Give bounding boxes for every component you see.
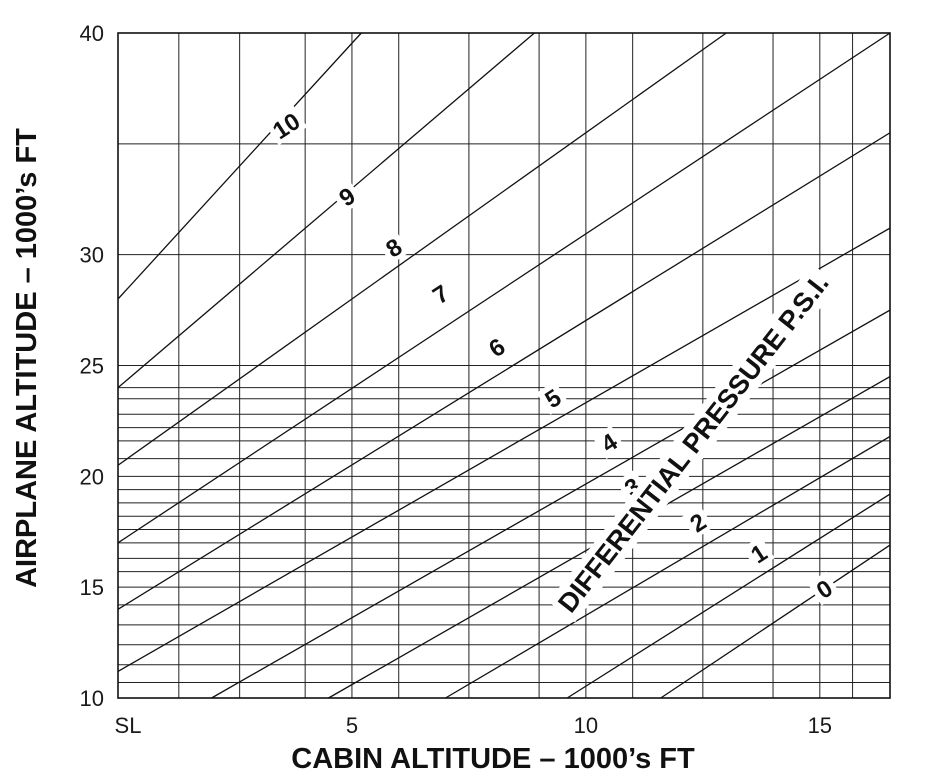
curve-label-group: 9 — [330, 179, 364, 214]
y-axis-title: AIRPLANE ALTITUDE – 1000’s FT — [11, 128, 43, 588]
pressure-line-1 — [566, 493, 891, 699]
y-tick-labels: 10 15 20 25 30 40 — [80, 21, 104, 711]
curve-label-backing — [807, 571, 841, 606]
y-tick-label: 15 — [80, 575, 104, 600]
curve-label-group: 6 — [480, 330, 513, 364]
pressure-line-10 — [117, 32, 362, 300]
plot-frame — [117, 32, 891, 699]
pressure-line-5 — [117, 227, 891, 672]
differential-pressure-annotation: DIFFERENTIAL PRESSURE P.S.I. — [552, 268, 835, 618]
pressure-line-0 — [660, 544, 891, 699]
curve-label-backing — [480, 330, 513, 364]
curve-label-group: 0 — [807, 571, 841, 606]
x-tick-label: 10 — [574, 713, 598, 738]
x-axis-title: CABIN ALTITUDE – 1000’s FT — [291, 743, 695, 775]
curve-label-backing — [330, 179, 364, 214]
y-tick-label: 25 — [80, 354, 104, 379]
x-tick-label: SL — [115, 713, 142, 738]
pressure-line-2 — [445, 435, 891, 699]
pressure-line-6 — [117, 132, 891, 610]
y-tick-label: 10 — [80, 686, 104, 711]
curve-label-group: 2 — [681, 505, 714, 539]
curve-label-backing — [423, 276, 457, 311]
curve-label-group: 7 — [423, 276, 457, 311]
curve-label-group: 1 — [742, 536, 775, 570]
curve-label-backing — [592, 425, 626, 460]
x-tick-label: 15 — [808, 713, 832, 738]
grid — [118, 33, 890, 698]
curve-label: 10 — [268, 108, 305, 145]
y-tick-label: 20 — [80, 464, 104, 489]
pressure-line-7 — [117, 32, 891, 544]
curve-label-group: 4 — [592, 425, 626, 460]
curve-label-backing — [264, 105, 308, 146]
curve-label-backing — [536, 381, 569, 415]
curve-label-backing — [377, 230, 410, 265]
curve-label-backing — [681, 505, 714, 539]
curve-label-backing — [742, 536, 775, 570]
pressure-curves — [117, 32, 891, 699]
pressure-line-8 — [117, 32, 727, 466]
y-tick-label: 30 — [80, 243, 104, 268]
x-tick-labels: SL 5 10 15 — [115, 713, 833, 738]
pressure-line-4 — [211, 309, 891, 699]
annotation-backing — [548, 263, 839, 623]
y-tick-label: 40 — [80, 21, 104, 46]
x-tick-label: 5 — [346, 713, 358, 738]
curve-label-group: 5 — [536, 381, 569, 415]
pressure-line-9 — [117, 32, 535, 389]
curve-label-group: 10 — [264, 105, 308, 146]
